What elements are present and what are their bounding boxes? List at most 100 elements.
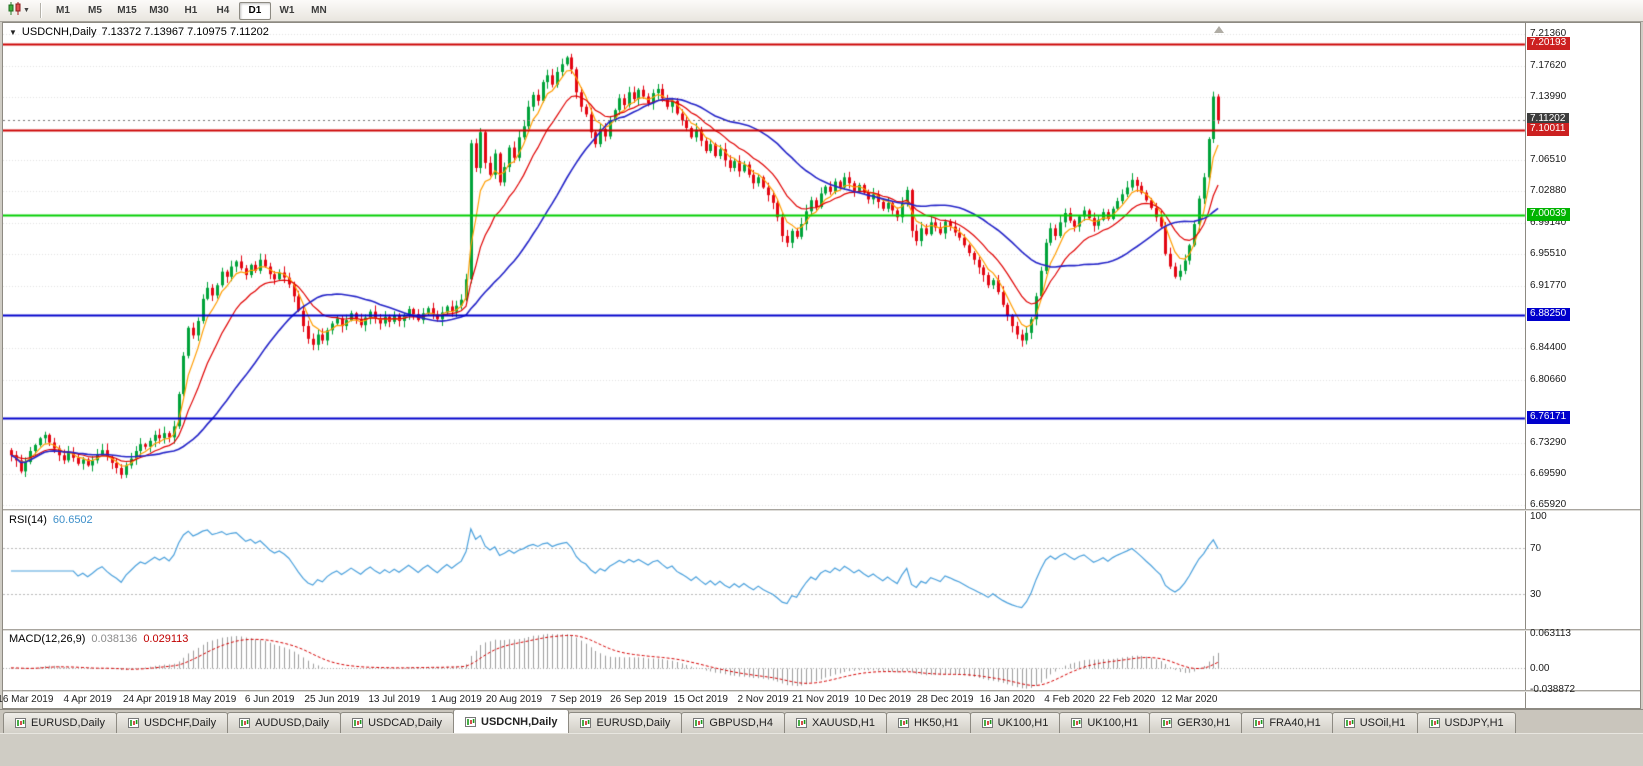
date-label-2: 24 Apr 2019	[122, 694, 177, 705]
price-label-5: 6.99140	[1530, 216, 1567, 228]
chart-tabs-bar: EURUSD,Daily USDCHF,Daily AUDUSD,Daily USDC…	[0, 709, 1643, 733]
chart-type-button[interactable]: ▼	[4, 1, 34, 20]
price-label-1: 7.17620	[1530, 59, 1567, 71]
chart-tab-10[interactable]: UK100,H1	[1059, 712, 1151, 733]
chevron-down-icon: ▼	[23, 6, 30, 14]
price-badge-0: 7.20193	[1527, 36, 1571, 50]
chart-tab-7[interactable]: XAUUSD,H1	[783, 712, 887, 733]
chart-tab-label: HK50,H1	[913, 717, 959, 729]
chart-tab-9[interactable]: UK100,H1	[969, 712, 1061, 733]
chart-tab-icon	[580, 718, 592, 728]
chart-tab-label: AUDUSD,Daily	[255, 717, 330, 729]
chart-tab-3[interactable]: USDCAD,Daily	[340, 712, 455, 733]
chart-tab-icon	[795, 718, 807, 728]
date-label-10: 26 Sep 2019	[610, 694, 667, 705]
chart-menu-arrow-icon[interactable]: ▼	[9, 27, 17, 37]
chart-tab-icon	[1253, 718, 1265, 728]
candlestick-chart-icon	[8, 1, 22, 20]
chart-tab-1[interactable]: USDCHF,Daily	[115, 712, 229, 733]
date-label-14: 10 Dec 2019	[854, 694, 912, 705]
chart-window: ▼ USDCNH,Daily 7.13372 7.13967 7.10975 7…	[0, 22, 1641, 709]
chart-tab-5[interactable]: EURUSD,Daily	[568, 712, 683, 733]
price-label-11: 6.69590	[1530, 468, 1567, 480]
chart-tab-label: GER30,H1	[1177, 717, 1231, 729]
chart-tab-0[interactable]: EURUSD,Daily	[3, 712, 117, 733]
top-toolbar: ▼ M1 M5 M15 M30 H1 H4 D1 W1 MN	[0, 0, 1643, 22]
chart-tab-label: FRA40,H1	[1269, 717, 1321, 729]
timeframe-m30[interactable]: M30	[149, 5, 169, 16]
chart-tab-label: USOil,H1	[1359, 717, 1406, 729]
date-label-8: 20 Aug 2019	[485, 694, 543, 705]
price-label-8: 6.84400	[1530, 342, 1567, 354]
chart-tab-icon	[1343, 718, 1355, 728]
timeframe-h4[interactable]: H4	[216, 5, 230, 16]
date-label-3: 18 May 2019	[178, 694, 237, 705]
chart-tab-icon	[15, 718, 26, 728]
chart-tab-label: EURUSD,Daily	[596, 717, 671, 729]
pane-divider-macd[interactable]	[3, 629, 1640, 631]
price-badge-4: 6.88250	[1527, 308, 1571, 322]
price-label-12: 6.65920	[1530, 499, 1567, 511]
chart-ohlc-values: 7.13372 7.13967 7.10975 7.11202	[101, 26, 269, 38]
chart-tab-11[interactable]: GER30,H1	[1149, 712, 1243, 733]
macd-title: MACD(12,26,9) 0.038136 0.029113	[9, 633, 188, 645]
chart-title: ▼ USDCNH,Daily 7.13372 7.13967 7.10975 7…	[9, 26, 269, 38]
rsi-level-label-1: 70	[1530, 542, 1542, 554]
rsi-title: RSI(14) 60.6502	[9, 514, 93, 526]
date-label-7: 1 Aug 2019	[431, 694, 482, 705]
price-badge-5: 6.76171	[1527, 411, 1571, 425]
date-label-11: 15 Oct 2019	[673, 694, 728, 705]
price-label-4: 7.02880	[1530, 185, 1567, 197]
price-axis-border	[1525, 23, 1526, 708]
price-label-6: 6.95510	[1530, 247, 1567, 259]
macd-scale-label-2: -0.038872	[1530, 684, 1576, 695]
timeframe-d1[interactable]: D1	[238, 1, 271, 20]
chart-tab-icon	[693, 718, 705, 728]
macd-label: MACD(12,26,9)	[9, 633, 86, 645]
timeframe-m15[interactable]: M15	[117, 5, 137, 16]
macd-main-value: 0.038136	[91, 633, 138, 645]
chart-tab-icon	[897, 718, 909, 728]
chart-tab-12[interactable]: FRA40,H1	[1241, 712, 1333, 733]
chart-tab-label: UK100,H1	[1087, 717, 1139, 729]
chart-symbol-period: USDCNH,Daily	[21, 26, 97, 38]
date-label-13: 21 Nov 2019	[792, 694, 849, 705]
chart-tab-13[interactable]: USOil,H1	[1331, 712, 1418, 733]
date-label-5: 25 Jun 2019	[304, 694, 360, 705]
chart-tab-label: USDCHF,Daily	[143, 717, 217, 729]
chart-tab-icon	[127, 718, 139, 728]
price-label-2: 7.13990	[1530, 90, 1567, 102]
chart-tab-icon	[981, 718, 993, 728]
rsi-level-label-0: 100	[1530, 511, 1547, 522]
chart-tab-6[interactable]: GBPUSD,H4	[681, 712, 785, 733]
macd-scale-label-1: 0.00	[1530, 662, 1550, 674]
timeframe-m1[interactable]: M1	[55, 5, 70, 16]
chart-tab-icon	[352, 718, 364, 728]
chart-shift-marker[interactable]	[1214, 26, 1224, 33]
chart-canvas[interactable]	[3, 23, 1640, 708]
date-label-4: 6 Jun 2019	[244, 694, 295, 705]
chart-tab-2[interactable]: AUDUSD,Daily	[227, 712, 342, 733]
rsi-level-label-2: 30	[1530, 589, 1542, 601]
chart-tab-4[interactable]: USDCNH,Daily	[453, 709, 570, 733]
price-label-0: 7.21360	[1530, 28, 1567, 39]
chart-tab-label: EURUSD,Daily	[31, 717, 105, 729]
price-label-9: 6.80660	[1530, 373, 1567, 385]
rsi-label: RSI(14)	[9, 514, 47, 526]
price-label-3: 7.06510	[1530, 154, 1567, 166]
timeframe-buttons: M1 M5 M15 M30 H1 H4 D1 W1 MN	[47, 1, 335, 20]
chart-tab-label: XAUUSD,H1	[811, 717, 875, 729]
chart-tab-14[interactable]: USDJPY,H1	[1416, 712, 1516, 733]
date-label-15: 28 Dec 2019	[916, 694, 974, 705]
timeframe-h1[interactable]: H1	[184, 5, 198, 16]
time-axis-border	[3, 690, 1640, 692]
chart-tab-8[interactable]: HK50,H1	[885, 712, 971, 733]
date-label-18: 22 Feb 2020	[1098, 694, 1156, 705]
timeframe-w1[interactable]: W1	[279, 5, 295, 16]
chart-tab-label: USDCNH,Daily	[481, 715, 558, 728]
date-label-19: 12 Mar 2020	[1161, 694, 1218, 705]
timeframe-m5[interactable]: M5	[87, 5, 102, 16]
price-badge-3: 7.00039	[1527, 208, 1571, 222]
pane-divider-rsi[interactable]	[3, 509, 1640, 511]
timeframe-mn[interactable]: MN	[311, 5, 327, 16]
